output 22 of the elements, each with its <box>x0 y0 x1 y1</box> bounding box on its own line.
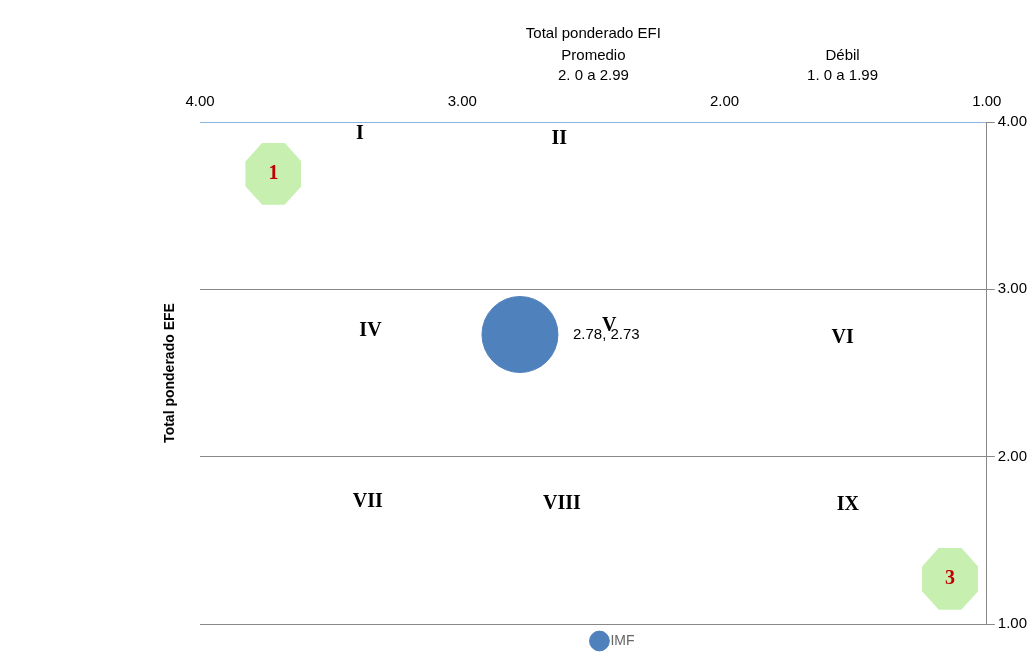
annotation: VI <box>831 325 854 348</box>
annotation: IX <box>836 492 860 515</box>
annotation: II <box>551 125 568 148</box>
annotation: VII <box>352 489 384 512</box>
x-axis-title: Total ponderado EFI <box>525 24 661 42</box>
y-tick-label: 2.00 <box>997 446 1028 464</box>
text: Débil 1. 0 a 1.99 <box>807 46 879 84</box>
annotation: 1 <box>268 161 279 184</box>
annotation: IV <box>359 318 383 341</box>
x-tick-label: 1.00 <box>972 92 1002 110</box>
x-tick-label: 3.00 <box>447 92 477 110</box>
annotation: 3 <box>945 565 956 588</box>
annotation: VIII <box>543 490 582 513</box>
text: Promedio 2. 0 a 2.99 <box>557 46 629 84</box>
y-tick-label: 3.00 <box>997 279 1028 297</box>
x-tick-label: 4.00 <box>185 92 215 110</box>
legend-label: IMF <box>610 631 635 648</box>
y-axis-title: Total ponderado EFE <box>160 303 177 443</box>
x-tick-label: 2.00 <box>709 92 740 110</box>
y-tick-label: 1.00 <box>997 614 1028 632</box>
y-tick-label: 4.00 <box>997 112 1028 130</box>
annotation: I <box>356 120 365 143</box>
